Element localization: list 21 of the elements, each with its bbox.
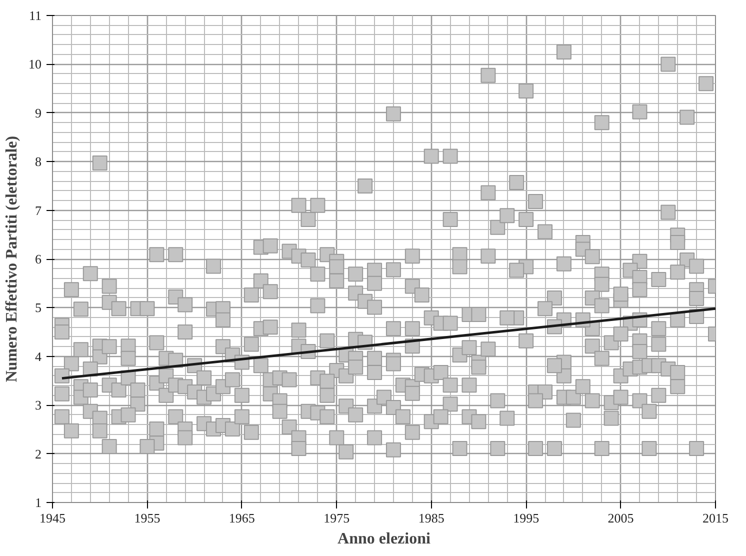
y-tick-label: 1 bbox=[35, 495, 42, 510]
x-tick-label: 2015 bbox=[702, 510, 728, 526]
y-tick-label: 3 bbox=[35, 398, 42, 413]
y-tick-label: 9 bbox=[35, 105, 42, 120]
y-tick-label: 4 bbox=[35, 348, 42, 364]
y-tick-label: 6 bbox=[35, 252, 42, 266]
x-tick-label: 1985 bbox=[418, 510, 444, 526]
x-tick-label: 1955 bbox=[134, 510, 160, 526]
y-tick-label: 5 bbox=[35, 300, 42, 316]
x-tick-label: 1995 bbox=[513, 510, 540, 526]
x-axis-title: Anno elezioni bbox=[338, 530, 431, 548]
x-tick-label: 2005 bbox=[608, 510, 634, 526]
y-tick-label: 7 bbox=[35, 202, 42, 218]
y-axis-title: Numero Effettivo Partiti (elettorale) bbox=[4, 136, 20, 382]
y-tick-label: 8 bbox=[35, 154, 42, 170]
y-tick-label: 10 bbox=[28, 56, 42, 72]
x-tick-label: 1975 bbox=[324, 510, 350, 526]
x-tick-label: 1965 bbox=[228, 510, 255, 526]
y-tick-label: 2 bbox=[35, 446, 42, 462]
y-tick-label: 11 bbox=[28, 8, 42, 23]
x-tick-label: 1945 bbox=[40, 510, 66, 526]
